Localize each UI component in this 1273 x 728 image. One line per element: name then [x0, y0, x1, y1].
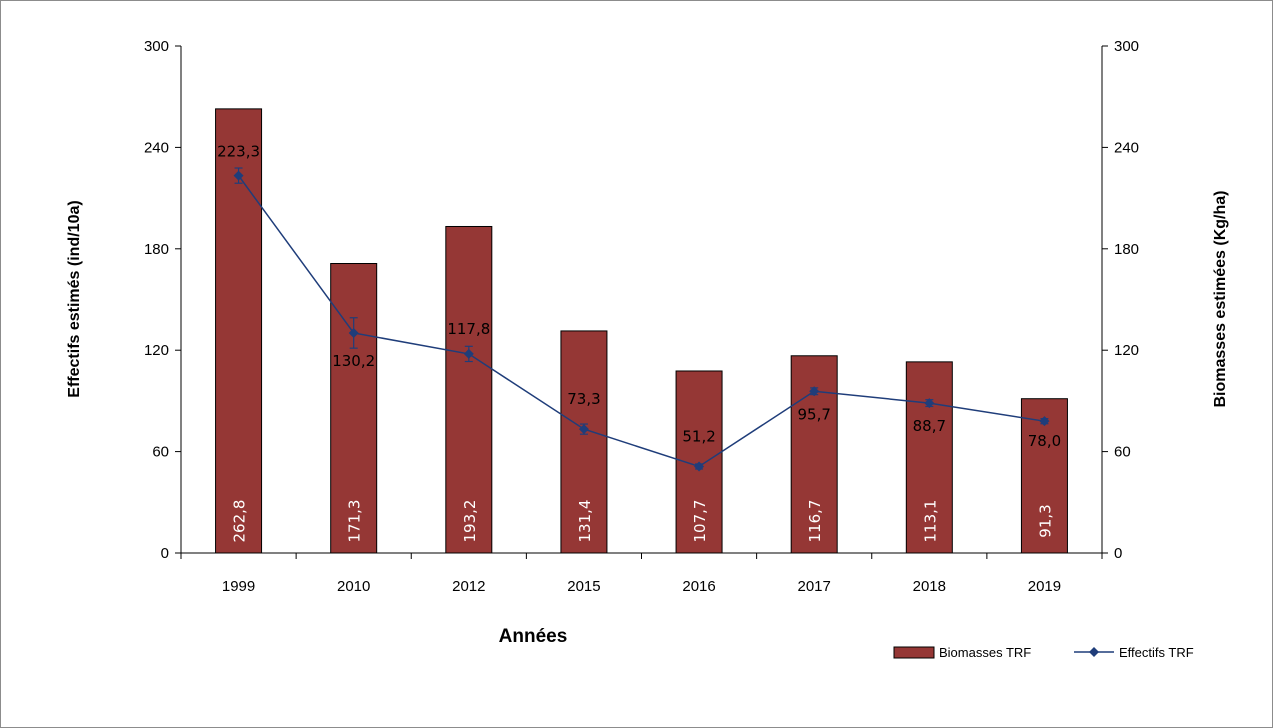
line-value-label: 51,2 [682, 427, 715, 445]
bar-value-label: 107,7 [691, 500, 709, 543]
bar-value-label: 91,3 [1036, 504, 1054, 537]
effectifs-line [237, 175, 1045, 468]
legend-label-biomasses: Biomasses TRF [939, 645, 1031, 660]
y-tick-label-left: 120 [144, 342, 169, 359]
bar-value-label: 193,2 [461, 500, 479, 543]
line-value-label: 78,0 [1028, 432, 1061, 450]
y-tick-label-right: 0 [1114, 545, 1122, 562]
bar-2015 [560, 330, 608, 554]
line-value-label: 223,3 [217, 143, 260, 161]
y-tick-label-left: 240 [144, 139, 169, 156]
effectifs-marker-2019 [1039, 416, 1050, 427]
x-tick-label: 1999 [222, 578, 255, 595]
x-axis-title: Années [499, 626, 568, 647]
bar-value-label: 116,7 [806, 500, 824, 543]
bar-value-label: 171,3 [346, 500, 364, 543]
y-axis-title-right: Biomasses estimées (Kg/ha) [1212, 191, 1229, 408]
bar-value-label: 131,4 [576, 500, 594, 543]
bar-value-label: 262,8 [231, 500, 249, 543]
effectifs-marker-2015 [578, 424, 589, 435]
line-value-label: 130,2 [332, 352, 375, 370]
y-axis-title-left: Effectifs estimés (ind/10a) [66, 200, 83, 397]
y-tick-label-right: 180 [1114, 241, 1139, 258]
x-tick-label: 2019 [1028, 578, 1061, 595]
y-tick-label-right: 120 [1114, 342, 1139, 359]
effectifs-marker-2018 [924, 398, 935, 409]
x-tick-label: 2015 [567, 578, 600, 595]
bar-value-label: 113,1 [921, 500, 939, 543]
line-value-label: 117,8 [447, 320, 490, 338]
effectifs-marker-2010 [348, 327, 359, 338]
line-value-label: 73,3 [567, 390, 600, 408]
effectifs-marker-2017 [809, 386, 820, 397]
bar-2012 [445, 225, 493, 554]
y-tick-label-left: 180 [144, 241, 169, 258]
line-value-label: 95,7 [797, 405, 830, 423]
x-tick-label: 2010 [337, 578, 370, 595]
effectifs-marker-2012 [463, 348, 474, 359]
effectifs-marker-2016 [694, 461, 705, 472]
x-tick-label: 2016 [682, 578, 715, 595]
x-tick-label: 2018 [913, 578, 946, 595]
legend-swatch-biomasses [893, 646, 935, 659]
effectifs-marker-1999 [233, 170, 244, 181]
y-tick-label-right: 60 [1114, 444, 1131, 461]
y-tick-label-left: 60 [152, 444, 169, 461]
y-tick-label-right: 240 [1114, 139, 1139, 156]
y-tick-label-left: 0 [161, 545, 169, 562]
x-tick-label: 2012 [452, 578, 485, 595]
legend-label-effectifs: Effectifs TRF [1119, 645, 1194, 660]
x-tick-label: 2017 [798, 578, 831, 595]
line-value-label: 88,7 [913, 417, 946, 435]
y-tick-label-left: 300 [144, 38, 169, 55]
legend-marker-effectifs [1089, 647, 1099, 657]
y-tick-label-right: 300 [1114, 38, 1139, 55]
